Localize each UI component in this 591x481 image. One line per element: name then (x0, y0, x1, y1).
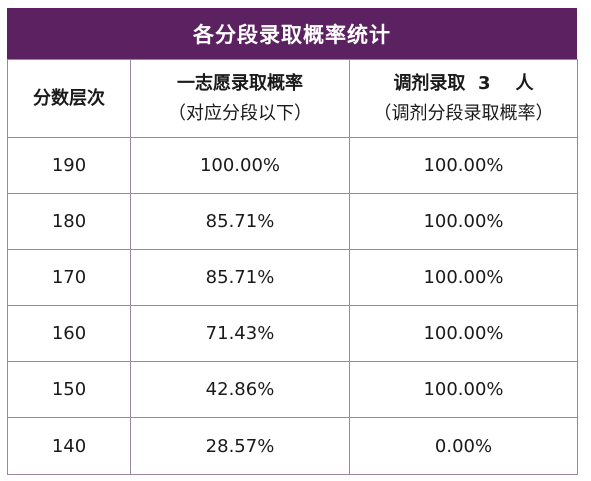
score-cell: 170 (7, 249, 131, 306)
table-row: 170 85.71% 100.00% (7, 249, 578, 306)
score-cell: 140 (7, 417, 131, 475)
admission-probability-table: 各分段录取概率统计 分数层次 一志愿录取概率 （对应分段以下） 调剂录取 3 人… (7, 8, 578, 475)
first-choice-cell: 100.00% (130, 137, 350, 194)
adjust-cell: 100.00% (349, 361, 578, 418)
header-first-choice: 一志愿录取概率 （对应分段以下） (130, 59, 350, 138)
score-cell: 180 (7, 193, 131, 250)
table-row: 140 28.57% 0.00% (7, 417, 578, 475)
table-row: 150 42.86% 100.00% (7, 361, 578, 418)
table-row: 160 71.43% 100.00% (7, 305, 578, 362)
adjust-cell: 100.00% (349, 249, 578, 306)
first-choice-cell: 28.57% (130, 417, 350, 475)
score-cell: 160 (7, 305, 131, 362)
first-choice-cell: 42.86% (130, 361, 350, 418)
probability-grid: 分数层次 一志愿录取概率 （对应分段以下） 调剂录取 3 人 （调剂分段录取概率… (7, 59, 578, 475)
header-row: 分数层次 一志愿录取概率 （对应分段以下） 调剂录取 3 人 （调剂分段录取概率… (7, 59, 578, 138)
score-cell: 190 (7, 137, 131, 194)
adjust-cell: 100.00% (349, 137, 578, 194)
adjust-cell: 100.00% (349, 305, 578, 362)
first-choice-cell: 71.43% (130, 305, 350, 362)
header-score-level: 分数层次 (7, 59, 131, 138)
first-choice-cell: 85.71% (130, 193, 350, 250)
adjust-cell: 0.00% (349, 417, 578, 475)
score-cell: 150 (7, 361, 131, 418)
header-adjustment: 调剂录取 3 人 （调剂分段录取概率） (349, 59, 578, 138)
header-first-choice-title: 一志愿录取概率 (177, 72, 303, 94)
header-first-choice-note: （对应分段以下） (168, 102, 312, 124)
table-row: 180 85.71% 100.00% (7, 193, 578, 250)
adjust-cell: 100.00% (349, 193, 578, 250)
table-row: 190 100.00% 100.00% (7, 137, 578, 194)
first-choice-cell: 85.71% (130, 249, 350, 306)
header-adjustment-note: （调剂分段录取概率） (373, 102, 554, 124)
table-title: 各分段录取概率统计 (7, 8, 577, 59)
header-adjustment-title: 调剂录取 3 人 (393, 72, 534, 94)
